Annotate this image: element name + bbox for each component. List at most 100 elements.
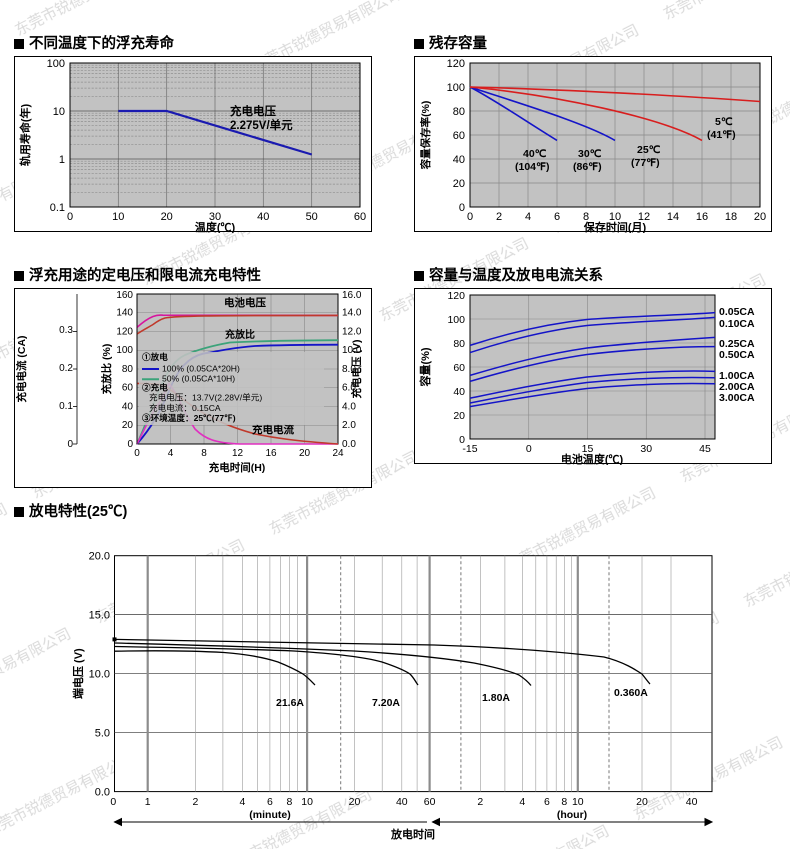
- svg-text:21.6A: 21.6A: [276, 697, 304, 709]
- svg-text:30: 30: [640, 443, 652, 455]
- svg-text:40: 40: [453, 154, 465, 166]
- svg-text:100: 100: [116, 345, 133, 356]
- svg-text:4: 4: [525, 211, 531, 223]
- svg-text:45: 45: [699, 443, 711, 455]
- svg-text:0.05CA: 0.05CA: [719, 306, 755, 318]
- svg-text:充电电流 (CA): 充电电流 (CA): [15, 335, 28, 402]
- svg-text:50% (0.05CA*10H): 50% (0.05CA*10H): [162, 374, 235, 384]
- svg-text:40: 40: [686, 796, 698, 808]
- svg-text:100% (0.05CA*20H): 100% (0.05CA*20H): [162, 364, 240, 374]
- svg-text:(104℉): (104℉): [515, 161, 550, 173]
- svg-text:60: 60: [354, 211, 366, 223]
- svg-text:140: 140: [116, 308, 133, 319]
- svg-text:端电压 (V): 端电压 (V): [71, 648, 85, 699]
- svg-text:0.360A: 0.360A: [614, 687, 648, 699]
- svg-text:20: 20: [349, 796, 361, 808]
- svg-text:2.275V/单元: 2.275V/单元: [230, 118, 293, 132]
- svg-text:8: 8: [286, 796, 292, 808]
- svg-text:0: 0: [467, 211, 473, 223]
- svg-text:40℃: 40℃: [523, 148, 547, 160]
- svg-text:1.80A: 1.80A: [482, 692, 510, 704]
- svg-text:80: 80: [453, 338, 465, 350]
- svg-text:40: 40: [453, 386, 465, 398]
- svg-text:4.0: 4.0: [342, 402, 356, 413]
- svg-text:2.0: 2.0: [342, 420, 356, 431]
- svg-text:120: 120: [116, 327, 133, 338]
- svg-text:充电电压: 充电电压: [230, 104, 276, 118]
- svg-text:6: 6: [544, 796, 550, 808]
- svg-text:5℃: 5℃: [715, 116, 733, 128]
- svg-text:16: 16: [265, 448, 277, 459]
- svg-text:0.50CA: 0.50CA: [719, 349, 755, 361]
- svg-text:40: 40: [396, 796, 408, 808]
- svg-text:0.0: 0.0: [95, 786, 110, 798]
- svg-text:容量保存率(%): 容量保存率(%): [419, 101, 432, 171]
- svg-text:100: 100: [47, 58, 65, 70]
- svg-text:40: 40: [257, 211, 269, 223]
- svg-text:充电电压：13.7V(2.28V/单元): 充电电压：13.7V(2.28V/单元): [149, 392, 262, 403]
- svg-text:20: 20: [122, 420, 134, 431]
- svg-text:充放比 (%): 充放比 (%): [100, 344, 113, 395]
- svg-text:120: 120: [447, 290, 465, 302]
- svg-text:(77℉): (77℉): [631, 157, 660, 169]
- svg-text:10: 10: [112, 211, 124, 223]
- svg-text:20: 20: [636, 796, 648, 808]
- svg-text:16.0: 16.0: [342, 290, 362, 301]
- svg-text:(41℉): (41℉): [707, 129, 736, 141]
- svg-text:60: 60: [424, 796, 436, 808]
- svg-text:2: 2: [192, 796, 198, 808]
- svg-text:3.00CA: 3.00CA: [719, 392, 755, 404]
- svg-text:电池电压: 电池电压: [224, 296, 266, 309]
- svg-text:0.10CA: 0.10CA: [719, 318, 755, 330]
- svg-text:0.2: 0.2: [59, 363, 73, 374]
- svg-text:20: 20: [453, 410, 465, 422]
- svg-text:10.0: 10.0: [89, 668, 110, 680]
- svg-text:(86℉): (86℉): [573, 161, 602, 173]
- svg-text:80: 80: [453, 106, 465, 118]
- svg-text:0: 0: [67, 439, 73, 450]
- svg-text:60: 60: [453, 130, 465, 142]
- svg-text:0: 0: [110, 796, 116, 808]
- svg-text:6: 6: [554, 211, 560, 223]
- svg-text:160: 160: [116, 290, 133, 301]
- svg-text:60: 60: [453, 362, 465, 374]
- svg-text:10: 10: [53, 106, 65, 118]
- svg-text:0.3: 0.3: [59, 325, 73, 336]
- svg-text:8: 8: [561, 796, 567, 808]
- svg-text:16: 16: [696, 211, 708, 223]
- svg-text:(hour): (hour): [557, 809, 587, 821]
- svg-text:24: 24: [332, 448, 344, 459]
- svg-text:6: 6: [267, 796, 273, 808]
- svg-text:100: 100: [447, 82, 465, 94]
- svg-text:0: 0: [67, 211, 73, 223]
- svg-text:轨用寿命(年): 轨用寿命(年): [18, 104, 32, 167]
- svg-text:充电电压 (V): 充电电压 (V): [350, 340, 363, 399]
- svg-text:20: 20: [299, 448, 311, 459]
- svg-text:14.0: 14.0: [342, 308, 362, 319]
- svg-text:充放比: 充放比: [225, 328, 255, 341]
- svg-text:放电时间: 放电时间: [390, 827, 435, 841]
- svg-text:20: 20: [754, 211, 766, 223]
- svg-text:(minute): (minute): [249, 809, 290, 821]
- svg-text:12.0: 12.0: [342, 327, 362, 338]
- svg-text:5.0: 5.0: [95, 727, 110, 739]
- svg-text:0: 0: [127, 439, 133, 450]
- svg-text:10: 10: [572, 796, 584, 808]
- svg-text:14: 14: [667, 211, 679, 223]
- svg-text:7.20A: 7.20A: [372, 697, 400, 709]
- svg-text:120: 120: [447, 58, 465, 70]
- svg-text:1: 1: [145, 796, 151, 808]
- svg-text:0: 0: [134, 448, 140, 459]
- svg-text:温度(℃): 温度(℃): [195, 220, 236, 233]
- svg-text:12: 12: [232, 448, 244, 459]
- svg-text:80: 80: [122, 364, 134, 375]
- svg-text:1: 1: [59, 154, 65, 166]
- svg-text:8: 8: [201, 448, 207, 459]
- svg-text:③环境温度：25℃(77℉): ③环境温度：25℃(77℉): [142, 412, 236, 423]
- svg-text:18: 18: [725, 211, 737, 223]
- svg-text:60: 60: [122, 383, 134, 394]
- svg-text:①放电: ①放电: [142, 351, 168, 362]
- svg-text:-15: -15: [462, 443, 477, 455]
- svg-text:0.1: 0.1: [50, 202, 65, 214]
- svg-text:2: 2: [477, 796, 483, 808]
